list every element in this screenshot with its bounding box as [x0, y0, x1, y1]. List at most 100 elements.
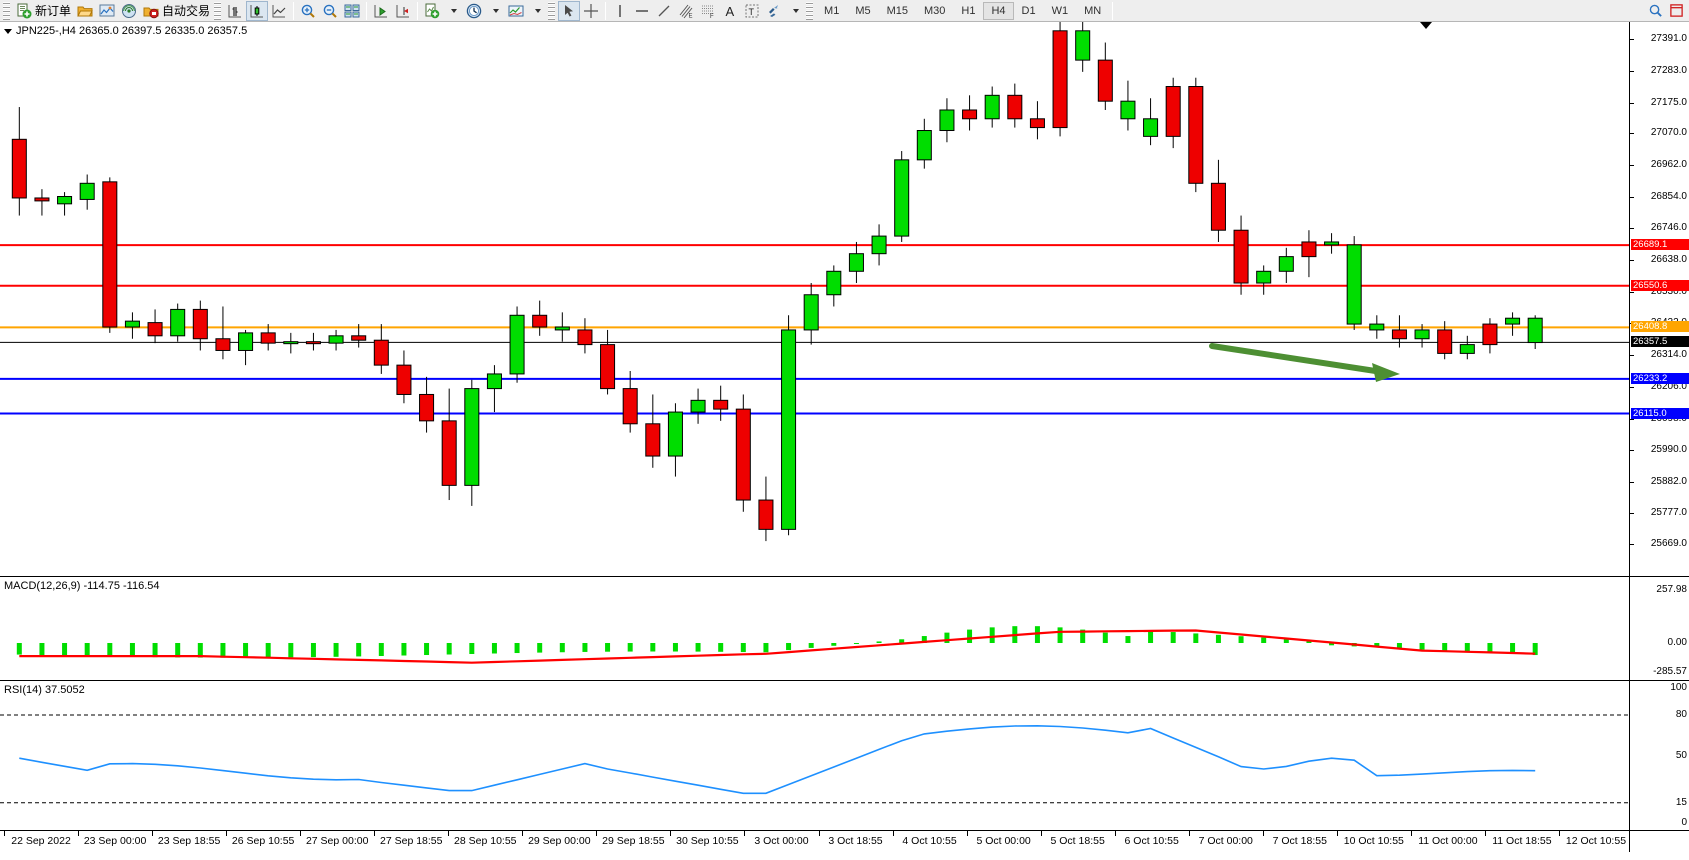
- price-level-badge-resistance-2[interactable]: 26550.6: [1631, 279, 1689, 291]
- svg-text:T: T: [749, 7, 755, 17]
- toolbar-grip-2[interactable]: [214, 1, 222, 20]
- candle-body: [464, 388, 480, 486]
- macd-plot-area[interactable]: [0, 577, 1629, 680]
- price-tick: [1630, 260, 1634, 262]
- toolbar-grip-3[interactable]: [548, 1, 556, 20]
- candle-body: [238, 332, 254, 351]
- toolbar-grip[interactable]: [3, 1, 10, 20]
- zoom-out-button[interactable]: [319, 1, 341, 21]
- crosshair-tool-button[interactable]: [580, 1, 602, 21]
- timeframe-button-m30[interactable]: M30: [924, 4, 946, 17]
- macd-histogram-bar: [265, 643, 271, 658]
- candle-body: [600, 344, 616, 390]
- autotrade-button[interactable]: 自动交易: [140, 1, 213, 21]
- svg-text:A: A: [726, 4, 735, 19]
- indicators-dropdown[interactable]: [443, 1, 463, 21]
- line-chart-button[interactable]: [268, 1, 290, 21]
- macd-histogram-bar: [1464, 643, 1470, 652]
- candle-body: [916, 130, 932, 161]
- folder-button[interactable]: [74, 1, 96, 21]
- period-button[interactable]: [463, 1, 485, 21]
- macd-axis: 257.98 0.00 -285.57: [1629, 577, 1689, 680]
- market-watch-button[interactable]: [96, 1, 118, 21]
- price-tick-label: 26638.0: [1650, 254, 1687, 266]
- macd-histogram-bar: [627, 643, 633, 652]
- rsi-axis-label: 50: [1675, 749, 1687, 761]
- macd-panel[interactable]: 257.98 0.00 -285.57 MACD(12,26,9) -114.75 …: [0, 576, 1689, 680]
- period-dropdown[interactable]: [485, 1, 505, 21]
- arrows-dropdown[interactable]: [785, 1, 805, 21]
- vertical-line-button[interactable]: [609, 1, 631, 21]
- timeframe-button-m15[interactable]: M15: [886, 4, 908, 17]
- price-level-badge-support-1[interactable]: 26233.2: [1631, 372, 1689, 384]
- templates-button[interactable]: [505, 1, 527, 21]
- new-order-button[interactable]: 新订单: [13, 1, 74, 21]
- candle-body: [690, 399, 706, 413]
- timeframe-button-h1[interactable]: H1: [961, 4, 976, 17]
- price-level-badge-last-price[interactable]: 26357.5: [1631, 336, 1689, 348]
- rsi-panel[interactable]: 100 80 50 15 0 RSI(14) 37.5052: [0, 680, 1689, 830]
- macd-histogram-bar: [1442, 643, 1448, 651]
- fullscreen-icon: [1670, 4, 1683, 17]
- rsi-axis: 100 80 50 15 0: [1629, 681, 1689, 830]
- timeframe-button-m5[interactable]: M5: [855, 4, 871, 17]
- time-tick: [1114, 831, 1116, 836]
- rsi-plot-area[interactable]: [0, 681, 1629, 830]
- axis-corner: [1629, 830, 1689, 852]
- price-level-badge-resistance-1[interactable]: 26689.1: [1631, 239, 1689, 251]
- price-tick-label: 26206.0: [1650, 380, 1687, 392]
- signals-button[interactable]: [118, 1, 140, 21]
- text-label-button[interactable]: T: [741, 1, 763, 21]
- macd-axis-label: 0.00: [1667, 637, 1687, 648]
- chart-menu-arrow-icon[interactable]: [4, 28, 12, 34]
- timeframe-button-w1[interactable]: W1: [1051, 4, 1069, 17]
- fullscreen-button[interactable]: [1666, 1, 1687, 21]
- macd-histogram-bar: [1396, 643, 1402, 649]
- time-axis[interactable]: 22 Sep 2022 23 Sep 00:00 23 Sep 18:55 26 Se…: [0, 830, 1629, 852]
- macd-histogram-bar: [740, 643, 746, 653]
- price-tick: [1630, 355, 1634, 357]
- time-tick: [1558, 831, 1560, 836]
- toolbar-grip-4[interactable]: [806, 1, 814, 20]
- text-tool-button[interactable]: A: [719, 1, 741, 21]
- bar-chart-button[interactable]: [224, 1, 246, 21]
- price-axis[interactable]: 27391.0 27283.0 27175.0 27070.0 26962.0 26854…: [1629, 22, 1689, 576]
- chart-shift-button[interactable]: [392, 1, 414, 21]
- time-axis-label: 5 Oct 18:55: [1050, 835, 1105, 847]
- time-axis-label: 11 Oct 18:55: [1492, 835, 1552, 847]
- horizontal-line-button[interactable]: [631, 1, 653, 21]
- price-tick: [1630, 165, 1634, 167]
- equidistant-channel-button[interactable]: E: [675, 1, 697, 21]
- indicators-button[interactable]: [421, 1, 443, 21]
- candle-body: [645, 423, 661, 457]
- price-plot-area[interactable]: [0, 22, 1629, 576]
- timeframe-button-m1[interactable]: M1: [824, 4, 840, 17]
- search-button[interactable]: [1645, 1, 1666, 21]
- tile-windows-button[interactable]: [341, 1, 363, 21]
- new-order-icon: [17, 3, 32, 18]
- timeframe-button-d1[interactable]: D1: [1021, 4, 1036, 17]
- chart-symbol-header: JPN225-,H4 26365.0 26397.5 26335.0 26357…: [4, 25, 247, 37]
- price-tick-label: 26530.0: [1650, 285, 1687, 297]
- candlestick-chart-button[interactable]: [246, 0, 269, 21]
- candle-body: [1301, 241, 1317, 258]
- price-panel[interactable]: 27391.0 27283.0 27175.0 27070.0 26962.0 26854…: [0, 22, 1689, 576]
- fibonacci-button[interactable]: F: [697, 1, 719, 21]
- arrows-button[interactable]: [763, 1, 785, 21]
- cursor-tool-button[interactable]: [558, 0, 581, 21]
- trendline-button[interactable]: [653, 1, 675, 21]
- price-tick-label: 25882.0: [1650, 475, 1687, 487]
- templates-dropdown[interactable]: [527, 1, 547, 21]
- macd-histogram-bar: [1057, 627, 1063, 643]
- timeframe-button-h4[interactable]: H4: [983, 1, 1014, 20]
- price-level-badge-support-2[interactable]: 26115.0: [1631, 407, 1689, 419]
- price-level-badge-pivot[interactable]: 26408.8: [1631, 321, 1689, 333]
- candle-body: [305, 341, 321, 345]
- macd-histogram-bar: [84, 643, 90, 657]
- timeframe-button-mn[interactable]: MN: [1084, 4, 1102, 17]
- auto-scroll-button[interactable]: [370, 1, 392, 21]
- zoom-in-button[interactable]: [297, 1, 319, 21]
- chart-top-marker: [1420, 22, 1432, 29]
- macd-histogram-bar: [1034, 626, 1040, 643]
- time-axis-label: 7 Oct 00:00: [1198, 835, 1253, 847]
